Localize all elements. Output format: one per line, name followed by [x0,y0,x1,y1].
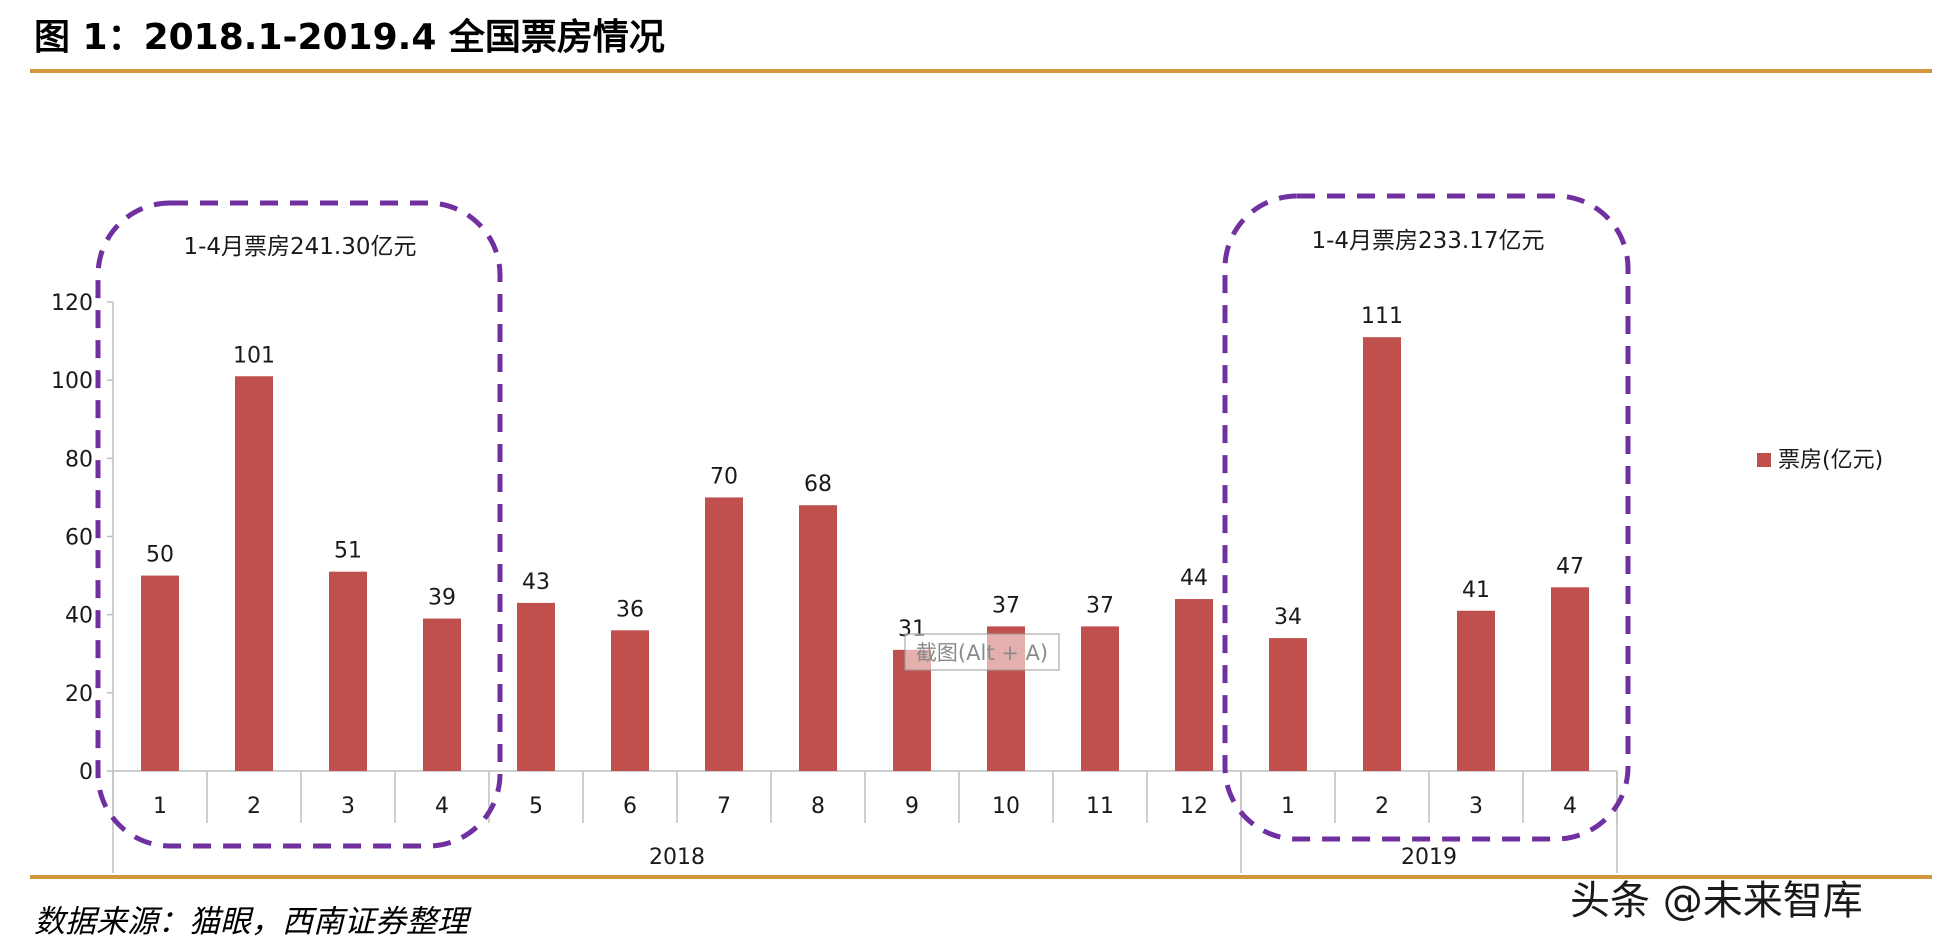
x-category-label: 11 [1086,794,1114,819]
chart-axes: 0 20 40 60 80 100 120 [51,291,1618,873]
bar-value-label: 68 [804,472,832,497]
x-category-label: 2 [247,794,261,819]
bar-value-label: 47 [1556,554,1584,579]
bar [235,376,273,771]
y-tick-label: 40 [65,604,93,629]
y-tick-label: 80 [65,447,93,472]
x-category-label: 2 [1375,794,1389,819]
bar-value-label: 37 [992,593,1020,618]
dashed-highlight-box [95,200,503,849]
bar [611,630,649,771]
x-group-label: 2018 [649,845,705,870]
y-tick-label: 120 [51,291,93,316]
annotation-label: 1-4月票房233.17亿元 [1311,228,1544,254]
bottom-divider [30,875,1932,879]
tooltip-text: 截图(Alt + A) [916,641,1048,665]
x-category-label: 3 [341,794,355,819]
source-note: 数据来源：猫眼，西南证券整理 [34,904,468,940]
bar [423,618,461,771]
page-title: 图 1：2018.1-2019.4 全国票房情况 [34,17,665,58]
x-category-label: 4 [435,794,449,819]
chart-annotations: 1-4月票房241.30亿元 1-4月票房233.17亿元 [95,193,1631,849]
bar [517,602,555,771]
bar-value-label: 39 [428,586,456,611]
y-tick-label: 20 [65,682,93,707]
x-group-label: 2019 [1401,845,1457,870]
screenshot-tooltip: 截图(Alt + A) [904,633,1060,671]
x-category-label: 6 [623,794,637,819]
bar-value-label: 34 [1274,605,1302,630]
bar-value-label: 70 [710,464,738,489]
bar-value-label: 41 [1462,578,1490,603]
bar [1081,626,1119,771]
y-tick-label: 60 [65,526,93,551]
chart-legend: 票房(亿元) [1757,448,1883,473]
y-tick-label: 0 [79,760,93,785]
x-category-label: 5 [529,794,543,819]
top-divider [30,69,1932,73]
bar [1269,638,1307,771]
bar [705,497,743,771]
legend-swatch [1757,453,1771,467]
y-tick-label: 100 [51,369,93,394]
legend-label: 票房(亿元) [1778,448,1883,473]
bar [329,571,367,771]
tooltip-box [904,633,1060,671]
bar [799,505,837,771]
dashed-highlight-box [1222,193,1631,842]
bar-value-label: 44 [1180,566,1208,591]
x-category-label: 1 [1281,794,1295,819]
x-category-label: 8 [811,794,825,819]
bar [141,575,179,771]
bar-value-label: 111 [1361,304,1403,329]
bar [1457,610,1495,771]
annotation-label: 1-4月票房241.30亿元 [183,234,416,260]
x-category-label: 1 [153,794,167,819]
x-category-label: 9 [905,794,919,819]
x-category-label: 7 [717,794,731,819]
watermark-text: 头条 @未来智库 [1570,878,1863,924]
bar-value-label: 43 [522,570,550,595]
x-category-label: 12 [1180,794,1208,819]
bar [1175,599,1213,771]
x-category-label: 4 [1563,794,1577,819]
bar [1363,337,1401,771]
chart-bars [141,337,1589,771]
bar-value-label: 37 [1086,593,1114,618]
x-category-label: 3 [1469,794,1483,819]
bar-value-label: 51 [334,539,362,564]
bar-value-label: 36 [616,597,644,622]
bar-value-label: 101 [233,343,275,368]
x-category-label: 10 [992,794,1020,819]
bar [1551,587,1589,771]
bar-value-label: 50 [146,543,174,568]
